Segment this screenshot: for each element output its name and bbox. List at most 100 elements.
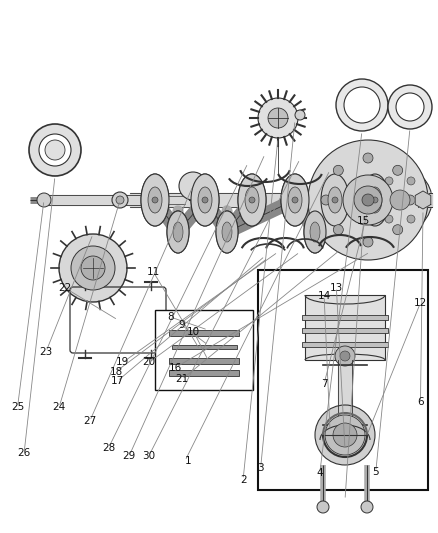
Circle shape <box>333 225 343 235</box>
Polygon shape <box>415 191 431 209</box>
Circle shape <box>372 197 378 203</box>
Text: 11: 11 <box>147 267 160 277</box>
Ellipse shape <box>148 187 162 213</box>
Bar <box>302 328 388 333</box>
Ellipse shape <box>198 187 212 213</box>
Text: 15: 15 <box>357 216 370 226</box>
Text: 10: 10 <box>187 327 200 336</box>
Ellipse shape <box>328 187 342 213</box>
Ellipse shape <box>361 174 389 226</box>
Circle shape <box>363 237 373 247</box>
Circle shape <box>405 195 415 205</box>
Circle shape <box>292 197 298 203</box>
Ellipse shape <box>310 222 320 242</box>
Circle shape <box>332 197 338 203</box>
Ellipse shape <box>368 187 382 213</box>
Ellipse shape <box>191 174 219 226</box>
Bar <box>169 330 239 336</box>
Circle shape <box>407 177 415 185</box>
Ellipse shape <box>321 174 349 226</box>
Circle shape <box>116 196 124 204</box>
Text: 16: 16 <box>169 363 182 373</box>
Text: 23: 23 <box>39 347 53 357</box>
Text: 18: 18 <box>110 367 123 376</box>
Ellipse shape <box>198 187 212 213</box>
Text: 20: 20 <box>142 358 155 367</box>
Ellipse shape <box>238 174 266 226</box>
Ellipse shape <box>222 222 232 242</box>
Circle shape <box>385 215 393 223</box>
Circle shape <box>362 194 374 206</box>
Ellipse shape <box>216 211 238 253</box>
Text: 25: 25 <box>11 402 24 412</box>
Ellipse shape <box>148 187 162 213</box>
Ellipse shape <box>321 174 349 226</box>
Circle shape <box>308 140 428 260</box>
Bar <box>302 342 388 347</box>
Circle shape <box>396 93 424 121</box>
Circle shape <box>333 423 357 447</box>
Ellipse shape <box>173 222 183 242</box>
Circle shape <box>152 197 158 203</box>
Text: 4: 4 <box>316 469 323 478</box>
Ellipse shape <box>304 211 326 253</box>
Ellipse shape <box>304 211 326 253</box>
Circle shape <box>343 175 393 225</box>
Ellipse shape <box>288 187 302 213</box>
Text: 19: 19 <box>116 358 129 367</box>
Circle shape <box>202 197 208 203</box>
Circle shape <box>418 196 426 204</box>
Text: 17: 17 <box>111 376 124 386</box>
Circle shape <box>372 197 378 203</box>
Text: 14: 14 <box>318 291 331 301</box>
Ellipse shape <box>238 174 266 226</box>
Ellipse shape <box>216 211 238 253</box>
Circle shape <box>333 165 343 175</box>
Ellipse shape <box>191 174 219 226</box>
Text: 30: 30 <box>142 451 155 461</box>
Text: 26: 26 <box>18 448 31 458</box>
Circle shape <box>388 85 432 129</box>
Text: 29: 29 <box>123 451 136 461</box>
Bar <box>172 345 237 349</box>
Circle shape <box>363 153 373 163</box>
Circle shape <box>295 110 305 120</box>
Circle shape <box>315 405 375 465</box>
Ellipse shape <box>328 187 342 213</box>
Ellipse shape <box>361 174 389 226</box>
Bar <box>155 310 253 390</box>
Ellipse shape <box>141 174 169 226</box>
Circle shape <box>112 192 128 208</box>
Circle shape <box>407 215 415 223</box>
Ellipse shape <box>245 187 259 213</box>
Circle shape <box>292 197 298 203</box>
Ellipse shape <box>281 174 309 226</box>
Circle shape <box>332 197 338 203</box>
Circle shape <box>81 256 105 280</box>
Text: 21: 21 <box>175 375 188 384</box>
Ellipse shape <box>368 187 382 213</box>
Circle shape <box>374 196 382 204</box>
Text: 28: 28 <box>102 443 115 453</box>
Bar <box>302 315 388 320</box>
Text: 13: 13 <box>330 283 343 293</box>
Circle shape <box>71 246 115 290</box>
Circle shape <box>368 168 432 232</box>
Ellipse shape <box>167 211 189 253</box>
Circle shape <box>354 186 382 214</box>
Ellipse shape <box>281 174 309 226</box>
Circle shape <box>390 190 410 210</box>
Circle shape <box>59 234 127 302</box>
Circle shape <box>340 351 350 361</box>
Bar <box>258 270 428 490</box>
Circle shape <box>45 140 65 160</box>
Text: 22: 22 <box>58 283 71 293</box>
Text: 12: 12 <box>414 298 427 308</box>
Text: 8: 8 <box>167 312 174 322</box>
Ellipse shape <box>222 222 232 242</box>
Text: 7: 7 <box>321 379 328 389</box>
Circle shape <box>268 108 288 128</box>
Ellipse shape <box>167 211 189 253</box>
Circle shape <box>393 165 403 175</box>
Circle shape <box>325 415 365 455</box>
